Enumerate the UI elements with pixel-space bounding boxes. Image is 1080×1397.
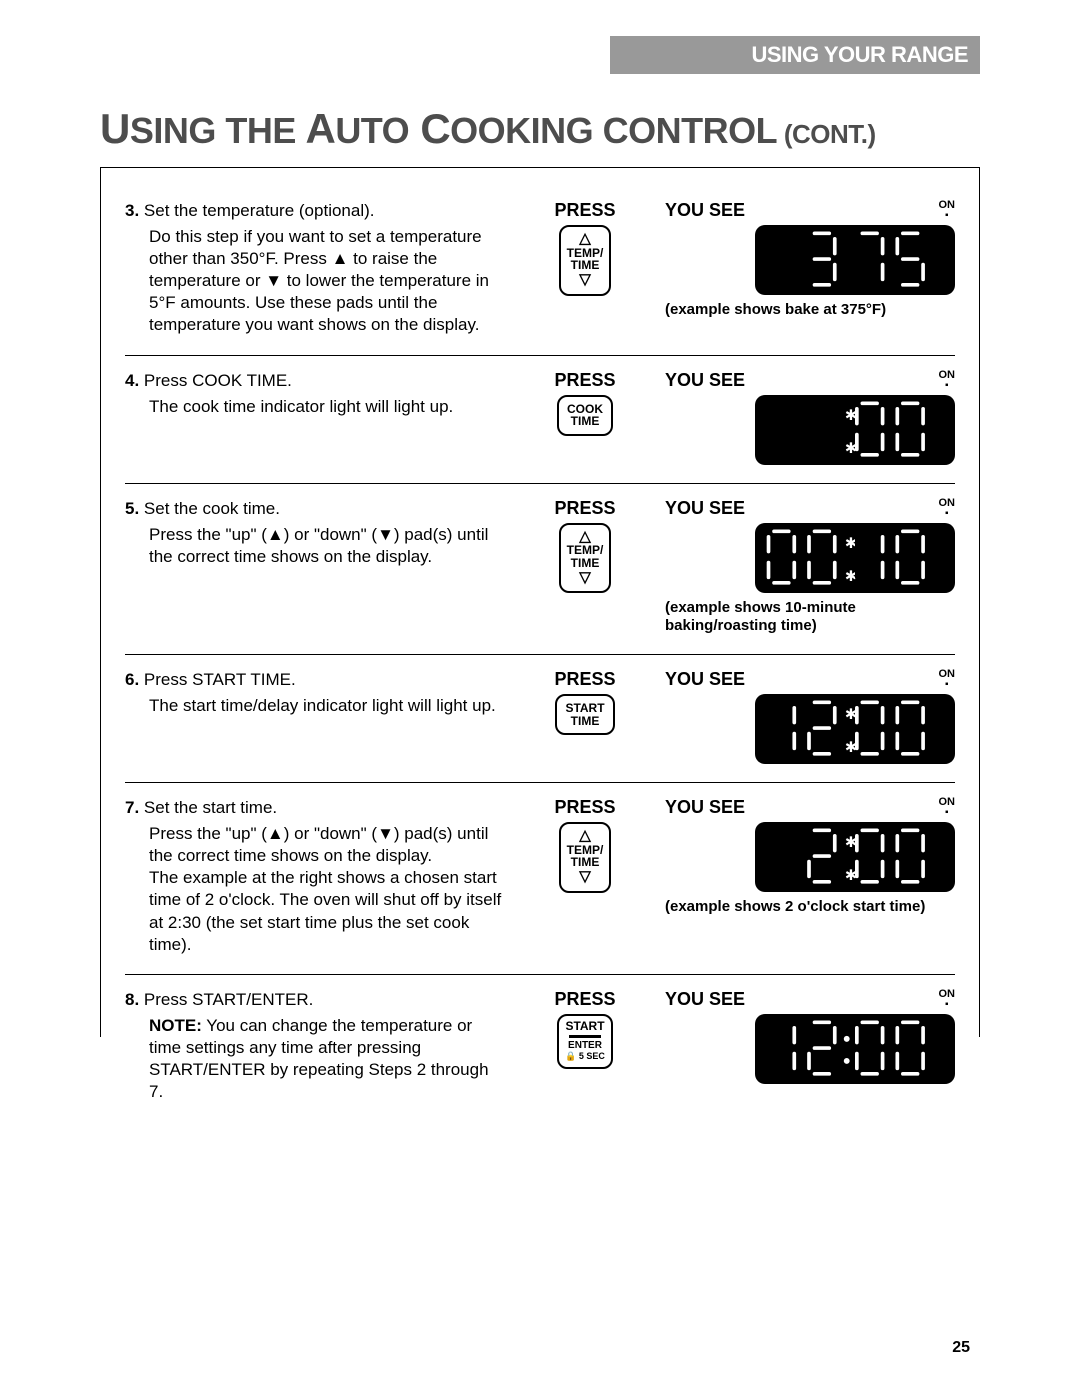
down-arrow-icon — [377, 824, 394, 843]
up-arrow-icon — [567, 529, 604, 545]
down-arrow-icon — [567, 570, 604, 586]
up-arrow-icon — [267, 525, 284, 544]
press-column: PRESS START ENTER 🔒 5 SEC — [525, 989, 645, 1103]
step-title: Set the cook time. — [144, 499, 280, 518]
press-header: PRESS — [525, 200, 645, 221]
start-enter-button[interactable]: START ENTER 🔒 5 SEC — [557, 1014, 613, 1070]
press-header: PRESS — [525, 989, 645, 1010]
press-column: PRESS START TIME — [525, 669, 645, 764]
display-panel: ✱✱ — [755, 523, 955, 593]
on-indicator: ON — [939, 370, 956, 391]
step-body: The start time/delay indicator light wil… — [125, 695, 505, 717]
on-indicator: ON — [939, 797, 956, 818]
yousee-column: YOU SEE ON ✱✱ — [665, 370, 955, 465]
instruction-column: 7. Set the start time. Press the "up" ()… — [125, 797, 505, 956]
display-panel: ✱✱ — [755, 822, 955, 892]
instruction-column: 6. Press START TIME. The start time/dela… — [125, 669, 505, 764]
step-body: Press the "up" () or "down" () pad(s) un… — [125, 823, 505, 956]
lock-icon: 🔒 5 SEC — [565, 1052, 605, 1061]
yousee-header: YOU SEE — [665, 797, 745, 818]
display-panel — [755, 1014, 955, 1084]
step-body: Press the "up" () or "down" () pad(s) un… — [125, 524, 505, 568]
step-title: Press COOK TIME. — [144, 371, 292, 390]
step-body: The cook time indicator light will light… — [125, 396, 505, 418]
yousee-column: YOU SEE ON ✱✱ — [665, 669, 955, 764]
yousee-column: YOU SEE ON — [665, 989, 955, 1103]
step-number: 5. — [125, 499, 139, 518]
temp-time-button[interactable]: TEMP/ TIME — [559, 822, 612, 893]
press-column: PRESS TEMP/ TIME — [525, 498, 645, 637]
press-header: PRESS — [525, 669, 645, 690]
cook-time-button[interactable]: COOK TIME — [557, 395, 613, 436]
step-title: Set the start time. — [144, 798, 277, 817]
step-body: Do this step if you want to set a temper… — [125, 226, 505, 336]
step-number: 7. — [125, 798, 139, 817]
step-row: 6. Press START TIME. The start time/dela… — [125, 655, 955, 783]
up-arrow-icon — [567, 231, 604, 247]
step-row: 4. Press COOK TIME. The cook time indica… — [125, 356, 955, 484]
step-row: 7. Set the start time. Press the "up" ()… — [125, 783, 955, 975]
yousee-header: YOU SEE — [665, 200, 745, 221]
down-arrow-icon — [377, 525, 394, 544]
press-column: PRESS COOK TIME — [525, 370, 645, 465]
press-header: PRESS — [525, 370, 645, 391]
button-label: TIME — [567, 415, 603, 428]
yousee-column: YOU SEE ON (example shows bake at 375°F) — [665, 200, 955, 337]
button-label: START — [565, 702, 604, 715]
page-number: 25 — [952, 1339, 970, 1357]
press-header: PRESS — [525, 797, 645, 818]
up-arrow-icon — [567, 828, 604, 844]
press-column: PRESS TEMP/ TIME — [525, 797, 645, 956]
step-row: 5. Set the cook time. Press the "up" () … — [125, 484, 955, 656]
display-panel — [755, 225, 955, 295]
step-row: 8. Press START/ENTER. NOTE: You can chan… — [125, 975, 955, 1121]
yousee-column: YOU SEE ON ✱✱ (example shows 10-minute b… — [665, 498, 955, 637]
instructions-box: 3. Set the temperature (optional). Do th… — [100, 167, 980, 1037]
on-indicator: ON — [939, 200, 956, 221]
step-number: 8. — [125, 990, 139, 1009]
up-arrow-icon — [332, 249, 349, 268]
section-title: USING THE AUTO COOKING CONTROL (CONT.) — [100, 105, 980, 153]
on-indicator: ON — [939, 669, 956, 690]
display-caption: (example shows bake at 375°F) — [665, 301, 955, 320]
button-label: TIME — [567, 557, 604, 570]
temp-time-button[interactable]: TEMP/ TIME — [559, 523, 612, 594]
yousee-header: YOU SEE — [665, 669, 745, 690]
instruction-column: 5. Set the cook time. Press the "up" () … — [125, 498, 505, 637]
display-caption: (example shows 10-minute baking/roasting… — [665, 599, 955, 637]
step-number: 6. — [125, 670, 139, 689]
instruction-column: 8. Press START/ENTER. NOTE: You can chan… — [125, 989, 505, 1103]
button-label: START — [565, 1020, 605, 1033]
step-number: 4. — [125, 371, 139, 390]
step-row: 3. Set the temperature (optional). Do th… — [125, 186, 955, 356]
step-number: 3. — [125, 201, 139, 220]
yousee-header: YOU SEE — [665, 370, 745, 391]
display-panel: ✱✱ — [755, 395, 955, 465]
press-column: PRESS TEMP/ TIME — [525, 200, 645, 337]
start-time-button[interactable]: START TIME — [555, 694, 614, 735]
display-caption: (example shows 2 o'clock start time) — [665, 898, 955, 917]
instruction-column: 3. Set the temperature (optional). Do th… — [125, 200, 505, 337]
press-header: PRESS — [525, 498, 645, 519]
down-arrow-icon — [567, 272, 604, 288]
down-arrow-icon — [567, 869, 604, 885]
instruction-column: 4. Press COOK TIME. The cook time indica… — [125, 370, 505, 465]
step-title: Set the temperature (optional). — [144, 201, 375, 220]
divider — [569, 1035, 601, 1038]
temp-time-button[interactable]: TEMP/ TIME — [559, 225, 612, 296]
on-indicator: ON — [939, 989, 956, 1010]
yousee-column: YOU SEE ON ✱✱ (example shows 2 o'clock s… — [665, 797, 955, 956]
up-arrow-icon — [267, 824, 284, 843]
yousee-header: YOU SEE — [665, 498, 745, 519]
down-arrow-icon — [265, 271, 282, 290]
step-title: Press START/ENTER. — [144, 990, 313, 1009]
button-label: TIME — [565, 715, 604, 728]
step-body: NOTE: You can change the temperature or … — [125, 1015, 505, 1103]
yousee-header: YOU SEE — [665, 989, 745, 1010]
on-indicator: ON — [939, 498, 956, 519]
header-band: USING YOUR RANGE — [610, 36, 980, 74]
step-title: Press START TIME. — [144, 670, 296, 689]
display-panel: ✱✱ — [755, 694, 955, 764]
